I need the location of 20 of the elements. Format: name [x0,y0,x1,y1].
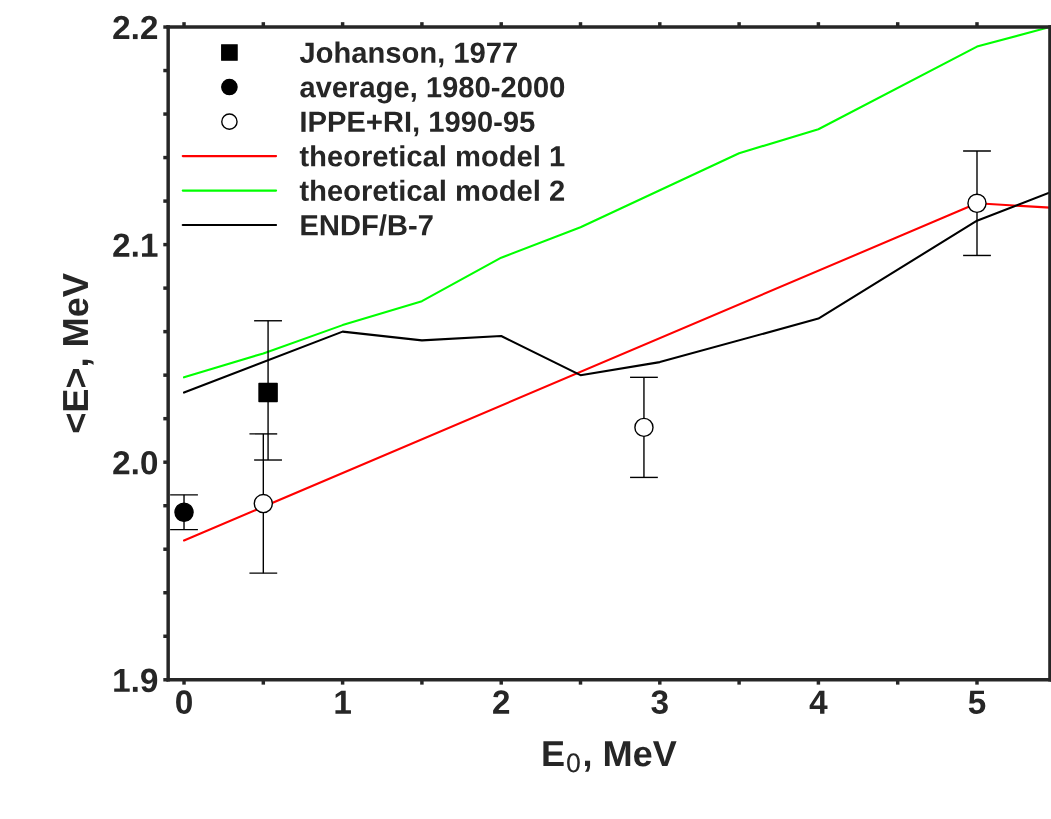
y-tick-label: 2.2 [113,15,158,40]
legend-label: average, 1980-2000 [300,76,565,104]
x-tick-label: 1 [335,690,351,714]
legend-label: ENDF/B-7 [301,214,433,236]
x-tick-label: 5 [968,690,986,714]
x-tick-label: 3 [651,690,668,715]
x-axis-title: E$_{0}$, MeV [543,741,677,773]
legend-label: Johanson, 1977 [299,41,517,68]
x-tick-label: 2 [493,690,510,714]
legend-label: theoretical model 1 [299,145,565,167]
x-tick-label: 0 [176,690,192,714]
y-axis-title: <E>, MeV [63,273,94,433]
x-tick-label: 4 [809,690,828,714]
legend-label: theoretical model 2 [299,179,565,202]
y-tick-label: 1.9 [114,668,158,693]
point [258,382,278,403]
point [174,502,194,522]
legend-label: IPPE+RI, 1990-95 [301,111,535,137]
y-tick-label: 2.1 [113,233,158,257]
y-tick-label: 2.0 [113,450,158,475]
